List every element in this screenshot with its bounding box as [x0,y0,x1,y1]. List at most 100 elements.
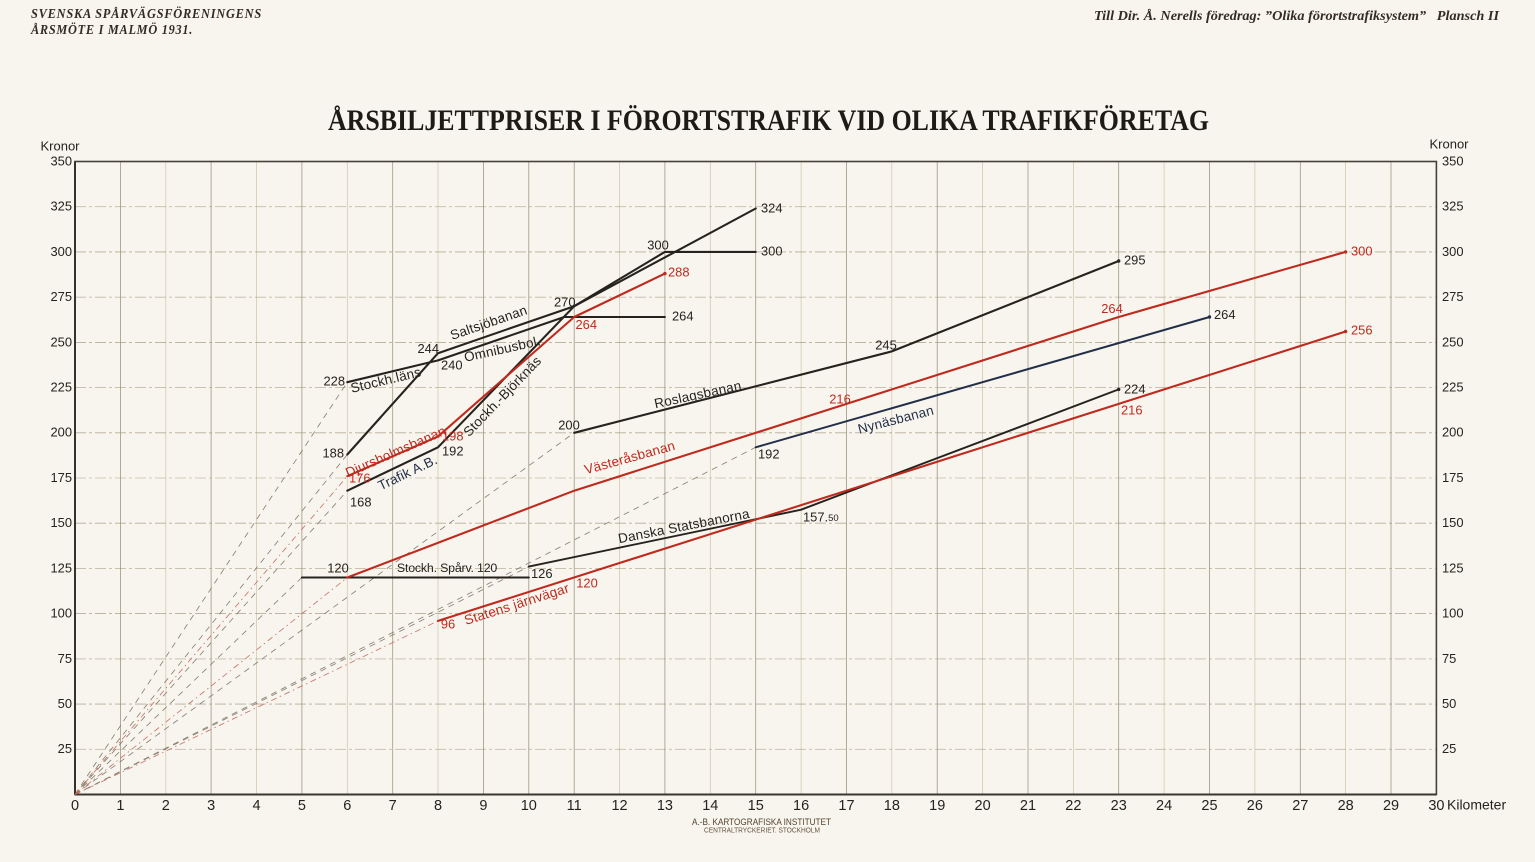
svg-text:270: 270 [554,294,576,309]
svg-text:264: 264 [1214,307,1236,322]
svg-text:27: 27 [1292,798,1308,814]
svg-text:30: 30 [1428,798,1444,814]
svg-text:244: 244 [417,341,439,356]
svg-text:100: 100 [50,606,72,621]
svg-text:29: 29 [1383,798,1399,814]
svg-text:225: 225 [50,379,72,394]
svg-text:16: 16 [793,798,809,814]
svg-text:175: 175 [50,470,72,485]
svg-text:Västeråsbanan: Västeråsbanan [583,438,677,477]
svg-text:125: 125 [50,560,72,575]
svg-text:126: 126 [531,566,553,581]
svg-text:200: 200 [50,425,72,440]
svg-text:Danska Statsbanorna: Danska Statsbanorna [617,506,751,546]
svg-text:50: 50 [1442,696,1456,711]
svg-text:23: 23 [1111,798,1127,814]
svg-text:Kronor: Kronor [40,138,80,153]
svg-text:245: 245 [875,337,897,352]
svg-text:216: 216 [829,391,851,406]
svg-text:216: 216 [1121,402,1143,417]
svg-text:192: 192 [442,443,464,458]
svg-text:6: 6 [343,798,351,814]
svg-text:Stockh.läns: Stockh.läns [349,364,423,395]
svg-text:200: 200 [1442,425,1464,440]
svg-text:ÅRSMÖTE I MALMÖ 1931.: ÅRSMÖTE I MALMÖ 1931. [30,22,193,37]
svg-text:250: 250 [1442,334,1464,349]
svg-text:225: 225 [1442,379,1464,394]
svg-text:28: 28 [1338,798,1354,814]
svg-text:176: 176 [349,470,371,485]
svg-text:150: 150 [50,515,72,530]
svg-text:325: 325 [1442,199,1464,214]
svg-text:26: 26 [1247,798,1263,814]
svg-text:120: 120 [576,575,598,590]
svg-text:14: 14 [702,798,718,814]
svg-text:4: 4 [252,798,260,814]
svg-text:300: 300 [50,244,72,259]
svg-text:75: 75 [58,651,72,666]
svg-text:17: 17 [838,798,854,814]
svg-text:2: 2 [162,798,170,814]
svg-text:96: 96 [441,616,455,631]
svg-text:250: 250 [50,334,72,349]
svg-text:3: 3 [207,798,215,814]
svg-text:Stockh.-Björknäs: Stockh.-Björknäs [460,353,544,439]
svg-text:300: 300 [1351,243,1373,258]
svg-text:8: 8 [434,798,442,814]
svg-text:Roslagsbanan: Roslagsbanan [653,378,743,411]
svg-text:325: 325 [50,199,72,214]
svg-text:224: 224 [1124,381,1146,396]
svg-text:15: 15 [748,798,764,814]
svg-text:Stockh. Spårv. 120: Stockh. Spårv. 120 [397,561,497,575]
svg-text:25: 25 [1442,741,1456,756]
svg-text:24: 24 [1156,798,1172,814]
svg-text:175: 175 [1442,470,1464,485]
svg-text:188: 188 [322,445,344,460]
svg-text:22: 22 [1065,798,1081,814]
svg-text:324: 324 [761,200,783,215]
svg-text:240: 240 [441,357,463,372]
svg-text:275: 275 [1442,289,1464,304]
svg-text:264: 264 [1101,301,1123,316]
svg-text:13: 13 [657,798,673,814]
svg-text:300: 300 [647,237,669,252]
svg-text:20: 20 [975,798,991,814]
svg-text:25: 25 [1201,798,1217,814]
svg-text:198: 198 [442,428,464,443]
svg-text:264: 264 [576,317,598,332]
svg-text:Till Dir. Å. Nerells föredrag:: Till Dir. Å. Nerells föredrag: ”Olika fö… [1094,8,1500,23]
svg-text:0: 0 [71,798,79,814]
svg-text:125: 125 [1442,560,1464,575]
svg-text:288: 288 [668,264,690,279]
svg-text:264: 264 [672,308,694,323]
svg-text:10: 10 [521,798,537,814]
svg-text:300: 300 [761,243,783,258]
svg-text:12: 12 [611,798,627,814]
svg-text:21: 21 [1020,798,1036,814]
svg-text:CENTRALTRYCKERIET. STOCKHOLM: CENTRALTRYCKERIET. STOCKHOLM [704,828,820,835]
svg-text:1: 1 [116,798,124,814]
svg-text:350: 350 [50,153,72,168]
svg-text:5: 5 [298,798,306,814]
svg-text:11: 11 [567,798,582,814]
svg-text:75: 75 [1442,651,1456,666]
svg-text:A.-B. KARTOGRAFISKA INSTITUTET: A.-B. KARTOGRAFISKA INSTITUTET [692,817,831,828]
svg-text:Kilometer: Kilometer [1447,797,1506,813]
svg-text:192: 192 [758,446,780,461]
svg-text:Statens järnvägar: Statens järnvägar [462,580,571,628]
svg-text:256: 256 [1351,322,1373,337]
svg-text:18: 18 [884,798,900,814]
svg-text:350: 350 [1442,153,1464,168]
svg-text:25: 25 [58,741,72,756]
svg-text:19: 19 [929,798,945,814]
svg-text:Kronor: Kronor [1429,136,1469,151]
svg-text:275: 275 [50,289,72,304]
svg-text:157.50: 157.50 [803,509,839,524]
svg-text:150: 150 [1442,515,1464,530]
svg-text:7: 7 [389,798,397,814]
svg-text:100: 100 [1442,606,1464,621]
svg-text:9: 9 [479,798,487,814]
svg-text:228: 228 [323,373,345,388]
svg-text:200: 200 [558,417,580,432]
svg-text:295: 295 [1124,252,1146,267]
